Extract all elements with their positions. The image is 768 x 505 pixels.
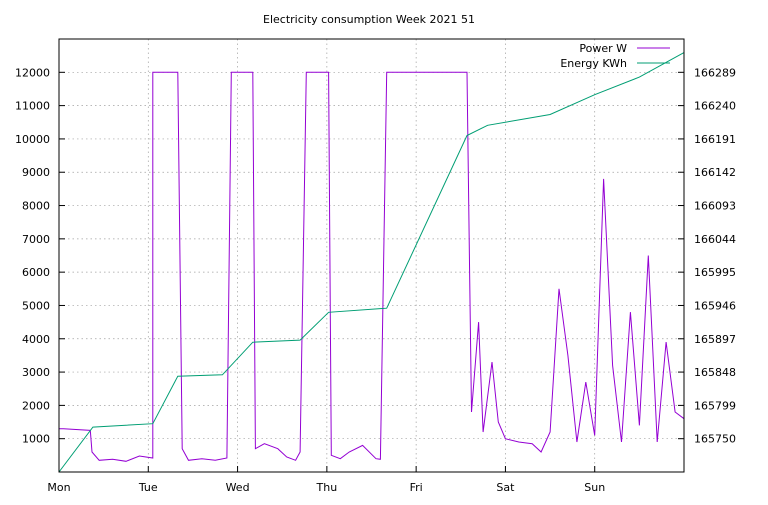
y-right-tick-label: 166093 (694, 200, 736, 213)
x-tick-label: Wed (226, 481, 250, 494)
energy-series (58, 52, 685, 473)
y-right-tick-label: 165946 (694, 299, 736, 312)
y-axis-left: 1000 2000 3000 4000 5000 6000 7000 8000 9000 1000… (15, 66, 65, 446)
energy-kwh-line (58, 52, 685, 473)
y-left-tick-label: 3000 (22, 366, 50, 379)
x-axis: Mon Tue Wed Thu Fri Sat Sun (47, 466, 605, 494)
y-right-tick-label: 165897 (694, 333, 736, 346)
y-left-tick-label: 11000 (15, 100, 50, 113)
chart-title: Electricity consumption Week 2021 51 (263, 13, 475, 26)
power-w-line (59, 71, 685, 462)
plot-frame (58, 38, 685, 473)
x-tick-label: Mon (47, 481, 70, 494)
y-axis-right: 165750 165799 165848 165897 165946 165995 1660… (678, 66, 736, 446)
x-tick-label: Sun (584, 481, 605, 494)
legend-label: Energy KWh (560, 57, 627, 70)
y-left-tick-label: 5000 (22, 299, 50, 312)
y-left-tick-label: 10000 (15, 133, 50, 146)
y-left-tick-label: 9000 (22, 166, 50, 179)
x-tick-label: Thu (316, 481, 338, 494)
y-left-tick-label: 2000 (22, 399, 50, 412)
y-left-tick-label: 12000 (15, 66, 50, 79)
y-right-tick-label: 166289 (694, 66, 736, 79)
y-right-tick-label: 165848 (694, 366, 736, 379)
y-left-tick-label: 7000 (22, 233, 50, 246)
y-right-tick-label: 166240 (694, 100, 736, 113)
x-tick-label: Tue (138, 481, 158, 494)
legend: Power W Energy KWh (560, 42, 670, 70)
y-left-tick-label: 8000 (22, 200, 50, 213)
y-left-tick-label: 6000 (22, 266, 50, 279)
x-tick-label: Sat (496, 481, 515, 494)
y-right-tick-label: 165799 (694, 399, 736, 412)
y-right-tick-label: 166044 (694, 233, 736, 246)
y-left-tick-label: 1000 (22, 433, 50, 446)
y-left-tick-label: 4000 (22, 333, 50, 346)
y-right-tick-label: 166191 (694, 133, 736, 146)
y-right-tick-label: 165995 (694, 266, 736, 279)
legend-label: Power W (579, 42, 627, 55)
y-right-tick-label: 166142 (694, 166, 736, 179)
power-series (59, 71, 685, 462)
y-right-tick-label: 165750 (694, 433, 736, 446)
x-tick-label: Fri (410, 481, 423, 494)
